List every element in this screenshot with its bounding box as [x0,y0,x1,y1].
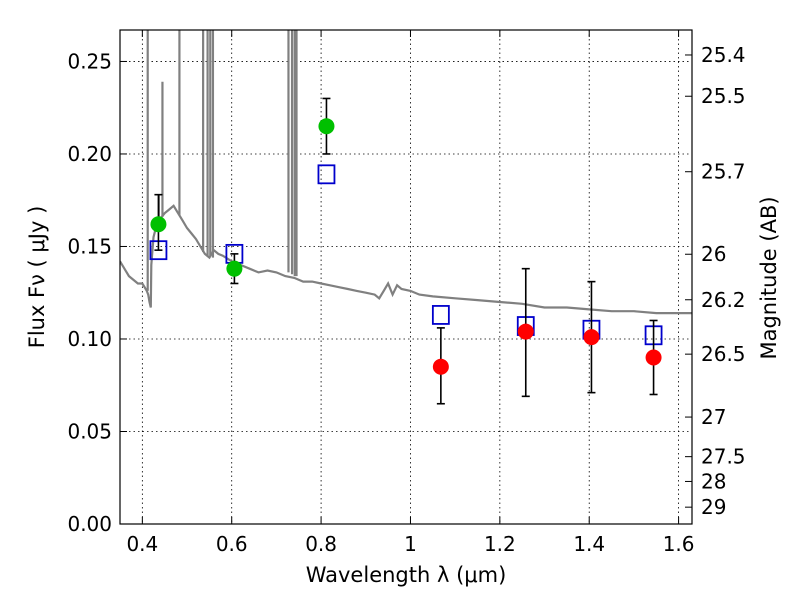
x-tick-label: 1.2 [484,532,516,556]
right-tick-label: 27.5 [701,445,746,469]
data-point [517,323,534,340]
y-axis-label: Flux Fν ( μJy ) [25,206,49,349]
right-tick-label: 28 [701,469,726,493]
right-tick-label: 26.5 [701,342,746,366]
x-tick-label: 0.6 [216,532,248,556]
right-tick-label: 25.5 [701,84,746,108]
y-tick-label: 0.20 [67,142,112,166]
x-axis-label: Wavelength λ (μm) [306,563,507,587]
plot-frame [119,29,693,525]
right-tick-label: 25.4 [701,43,746,67]
data-point [226,260,243,277]
model-photometry-square [431,305,450,325]
right-tick-label: 27 [701,405,726,429]
right-axis-label: Magnitude (AB) [757,196,781,359]
axis-ticks: 0.4 0.6 0.8 1 1.2 1.4 1.6 0.00 0.05 0.10 0.15 0.20 0… [67,30,746,556]
model-photometry-square [317,164,336,185]
y-tick-label: 0.25 [67,49,112,73]
spectrum-line [120,204,692,315]
x-tick-label: 1.6 [663,532,695,556]
data-point [645,349,662,366]
x-tick-label: 0.4 [126,532,158,556]
data-point [150,216,167,233]
y-tick-label: 0.10 [67,327,112,351]
right-tick-label: 26.2 [701,288,746,312]
y-tick-label: 0.15 [67,234,112,258]
right-tick-label: 29 [701,495,726,519]
right-tick-label: 25.7 [701,160,746,184]
markers [149,97,663,405]
x-tick-label: 1 [404,532,417,556]
grid-lines [120,30,692,524]
data-point [583,329,600,346]
right-tick-label: 26 [701,242,726,266]
data-point [318,118,335,135]
y-tick-label: 0.05 [67,419,112,443]
plot-area [120,30,692,315]
x-tick-label: 0.8 [305,532,337,556]
y-tick-label: 0.00 [67,512,112,536]
data-point [432,358,449,375]
x-tick-label: 1.4 [573,532,605,556]
